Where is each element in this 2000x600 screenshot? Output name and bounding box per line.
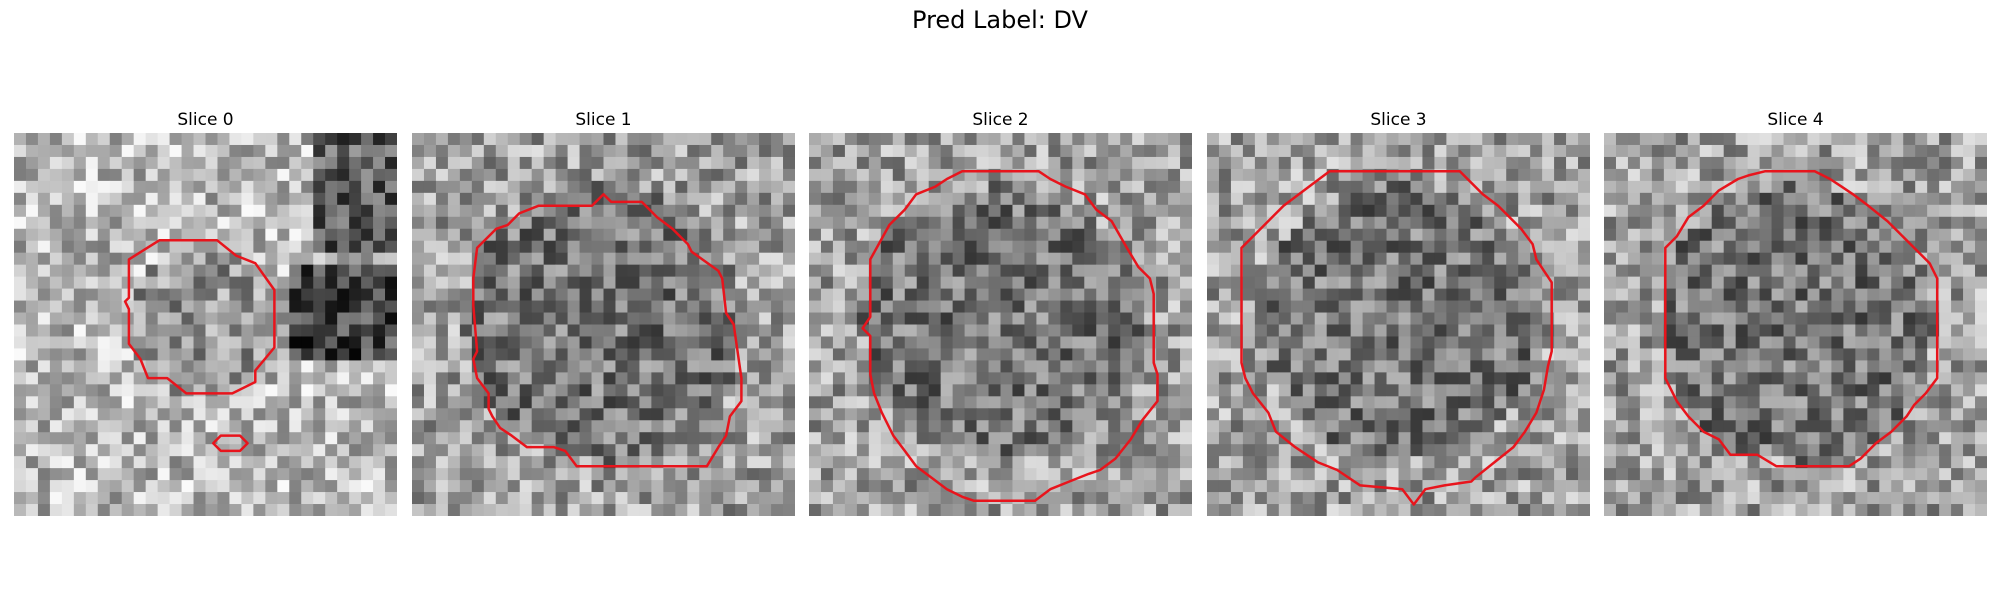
pixel-grid <box>412 133 795 516</box>
pixel-grid <box>14 133 397 516</box>
figure-title: Pred Label: DV <box>912 6 1088 34</box>
slice-title: Slice 0 <box>177 110 234 130</box>
slice-image <box>14 133 397 516</box>
slice-panel: Slice 3 <box>1207 108 1590 516</box>
slice-panel: Slice 0 <box>14 108 397 516</box>
slice-image <box>1604 133 1987 516</box>
pixel-grid <box>1207 133 1590 516</box>
slice-panel: Slice 2 <box>809 108 1192 516</box>
slice-image <box>412 133 795 516</box>
slice-title: Slice 3 <box>1370 110 1427 130</box>
slice-image <box>809 133 1192 516</box>
segmentation-contour <box>1664 170 1939 468</box>
segmentation-contour <box>1240 170 1553 506</box>
slice-image <box>1207 133 1590 516</box>
slice-title: Slice 1 <box>575 110 632 130</box>
segmentation-contour <box>211 434 249 453</box>
slice-title: Slice 4 <box>1767 110 1824 130</box>
segmentation-contour <box>472 193 743 468</box>
slice-panel: Slice 1 <box>412 108 795 516</box>
pixel-grid <box>1604 133 1987 516</box>
pixel-grid <box>809 133 1192 516</box>
slice-title: Slice 2 <box>972 110 1029 130</box>
segmentation-contour <box>123 238 276 395</box>
segmentation-contour <box>861 170 1159 502</box>
slice-panel: Slice 4 <box>1604 108 1987 516</box>
